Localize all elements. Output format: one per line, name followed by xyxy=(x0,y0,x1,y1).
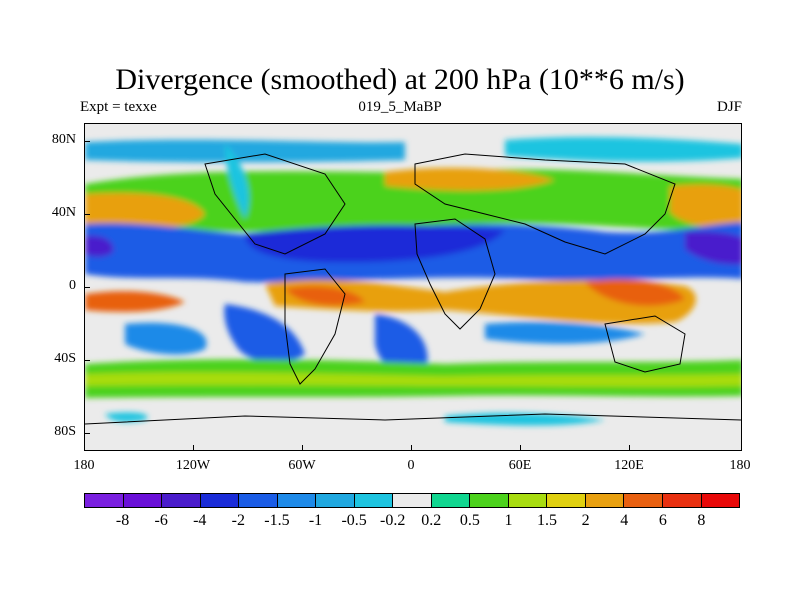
experiment-label: Expt = texxe xyxy=(80,99,157,115)
lat-tick xyxy=(84,214,90,216)
colorbar-box xyxy=(431,494,471,507)
lat-tick xyxy=(84,360,90,362)
colorbar-label: 4 xyxy=(620,512,629,529)
lat-tick xyxy=(84,141,90,143)
colorbar-label: -0.2 xyxy=(380,512,406,529)
lon-label-60w: 60W xyxy=(288,458,316,473)
colorbar-box xyxy=(316,494,355,507)
colorbar-box xyxy=(239,494,278,507)
plot-title: Divergence (smoothed) at 200 hPa (10**6 … xyxy=(115,63,685,96)
lon-tick xyxy=(520,445,522,451)
colorbar-box xyxy=(470,494,509,507)
colorbar-label: 1.5 xyxy=(537,512,558,529)
lat-label-80s: 80S xyxy=(54,424,76,439)
colorbar-box xyxy=(200,494,240,507)
colorbar-label: 1 xyxy=(504,512,513,529)
colorbar-box xyxy=(162,494,201,507)
lat-tick xyxy=(84,287,90,289)
lon-label-120w: 120W xyxy=(175,458,211,473)
run-id-label: 019_5_MaBP xyxy=(358,99,442,115)
lat-label-40s: 40S xyxy=(54,351,76,366)
colorbar-label: 0.2 xyxy=(421,512,442,529)
lon-tick xyxy=(629,445,631,451)
colorbar-box xyxy=(662,494,702,507)
colorbar-box xyxy=(508,494,548,507)
colorbar-label: 0.5 xyxy=(459,512,480,529)
lat-label-0: 0 xyxy=(69,278,76,293)
map-field-svg xyxy=(85,124,741,450)
colorbar-box xyxy=(85,494,124,507)
lon-tick xyxy=(193,445,195,451)
lon-label-0: 0 xyxy=(407,458,415,473)
colorbar-box xyxy=(123,494,163,507)
colorbar-label: -8 xyxy=(115,512,130,529)
colorbar-label: -6 xyxy=(154,512,168,529)
colorbar-label: -1 xyxy=(308,512,323,529)
lat-tick xyxy=(84,433,90,435)
colorbar-box xyxy=(585,494,625,507)
colorbar xyxy=(84,493,740,508)
colorbar-box xyxy=(624,494,663,507)
divergence-map xyxy=(84,123,742,451)
colorbar-label: -2 xyxy=(231,512,245,529)
lon-label-180w: 180 xyxy=(73,458,95,473)
colorbar-label: -0.5 xyxy=(341,512,367,529)
colorbar-label: 2 xyxy=(581,512,590,529)
colorbar-label: -4 xyxy=(193,512,207,529)
colorbar-box xyxy=(701,494,740,507)
lat-label-40n: 40N xyxy=(51,205,76,220)
lon-label-60e: 60E xyxy=(508,458,532,473)
colorbar-box xyxy=(393,494,432,507)
colorbar-box xyxy=(354,494,394,507)
season-label: DJF xyxy=(716,99,742,115)
colorbar-label: -1.5 xyxy=(264,512,290,529)
coastline-outline xyxy=(85,153,741,425)
lat-label-80n: 80N xyxy=(51,132,76,147)
lon-label-180e: 180 xyxy=(729,458,751,473)
colorbar-box xyxy=(277,494,317,507)
colorbar-label: 8 xyxy=(697,512,706,529)
colorbar-box xyxy=(547,494,586,507)
colorbar-label: 6 xyxy=(658,512,667,529)
lon-tick xyxy=(302,445,304,451)
lon-tick xyxy=(411,445,413,451)
lon-label-120e: 120E xyxy=(614,458,644,473)
